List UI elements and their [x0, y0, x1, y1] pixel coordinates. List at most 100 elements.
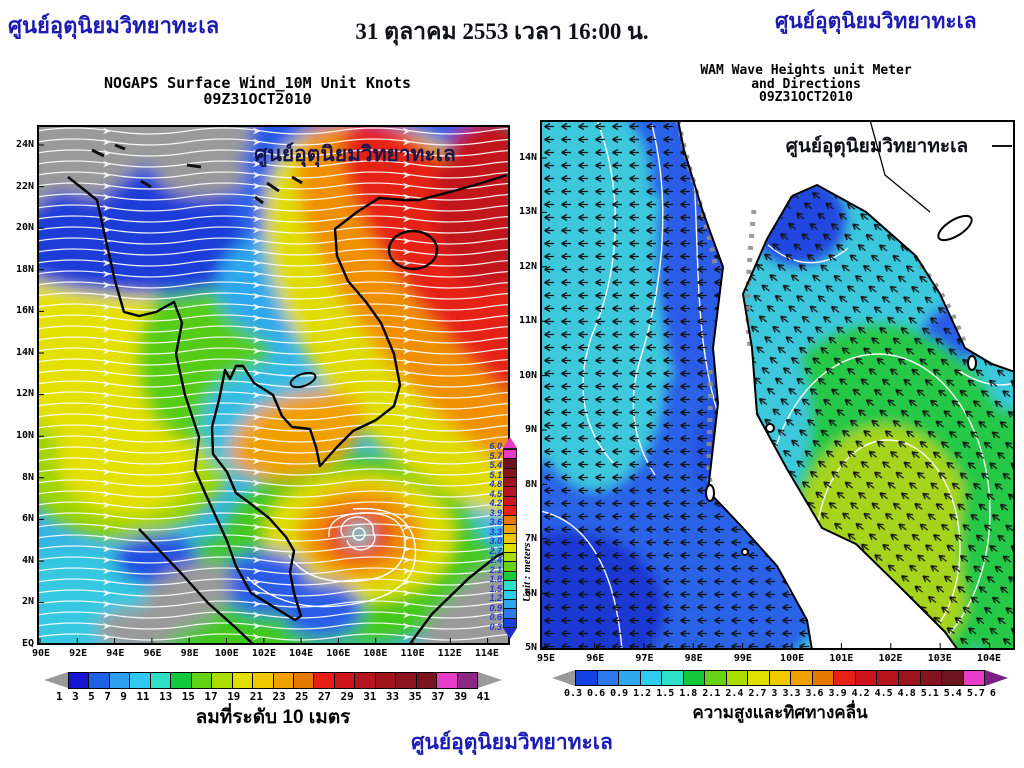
colorbar-segment — [791, 671, 813, 685]
wind-colorbar-labels: 1 3 5 7 9 11 13 15 17 19 21 23 25 27 29 31 33 35 37 39 41 — [56, 690, 490, 703]
tick-label: 0.6 — [587, 688, 606, 699]
wind-map-panel: ศูนย์อุตุนิยมวิทยาทะเล — [37, 125, 510, 645]
colorbar-segment — [130, 673, 151, 688]
colorbar-segment — [437, 673, 458, 688]
tick-label: 0.3 — [564, 688, 583, 699]
wave-colorbar-labels: 0.3 0.6 0.9 1.2 1.5 1.8 2.1 2.4 2.7 3 3.3 3.6 3.9 4.2… — [564, 688, 996, 699]
wave-colorbar-right-arrow-icon — [985, 670, 1008, 686]
tick-label: 2.7 — [748, 688, 767, 699]
wind-map-run-label: 09Z31OCT2010 — [203, 89, 312, 108]
tick-label: 15 — [181, 690, 195, 703]
colorbar-segment — [293, 673, 315, 688]
colorbar-segment — [375, 673, 397, 688]
wind-map-watermark: ศูนย์อุตุนิยมวิทยาทะเล — [254, 142, 456, 168]
tick-label: 114E — [474, 648, 499, 659]
colorbar-segment — [920, 671, 943, 685]
tick-label: 41 — [476, 690, 490, 703]
tick-label: 5N — [524, 641, 537, 653]
colorbar-segment — [504, 533, 516, 543]
tick-label: 2N — [21, 596, 34, 608]
tick-label: 5.1 — [489, 469, 502, 480]
tick-label: 2.7 — [489, 545, 502, 556]
wind-map-title-block: NOGAPS Surface Wind_10M Unit Knots 09Z31… — [60, 75, 455, 108]
tick-label: 101E — [829, 653, 854, 664]
wave-map-canvas: ศูนย์อุตุนิยมวิทยาทะเล — [540, 120, 1015, 650]
colorbar-segment — [834, 671, 856, 685]
map-frame — [540, 120, 1015, 650]
tick-label: 10N — [15, 430, 34, 442]
tick-label: 10N — [518, 369, 537, 381]
colorbar-segment — [504, 505, 516, 515]
colorbar-segment — [212, 673, 233, 688]
tick-label: 21 — [249, 690, 263, 703]
tick-label: 2.1 — [489, 564, 502, 575]
coastal-shallow-cells — [675, 120, 968, 493]
tick-label: 13N — [518, 206, 537, 218]
colorbar-segment — [504, 523, 516, 534]
colorbar-segment — [334, 673, 356, 688]
header-datetime: 31 ตุลาคม 2553 เวลา 16:00 น. — [355, 19, 649, 44]
colorbar-segment — [89, 673, 110, 688]
colorbar-segment — [942, 671, 964, 685]
tick-label: 37 — [431, 690, 445, 703]
wave-side-scale-top-arrow-icon — [503, 437, 517, 448]
colorbar-segment — [504, 552, 516, 562]
tick-label: 103E — [927, 653, 952, 664]
wave-map-lat-axis: 14N 13N 12N 11N 10N 9N 8N 7N 6N 5N — [512, 152, 537, 653]
tick-label: 12N — [518, 260, 537, 272]
colorbar-segment — [504, 542, 516, 552]
tick-label: 14N — [15, 346, 34, 358]
colorbar-segment — [705, 671, 727, 685]
colorbar-segment — [640, 671, 663, 685]
colorbar-segment — [898, 671, 921, 685]
colorbar-segment — [504, 561, 516, 571]
tick-label: 17 — [204, 690, 218, 703]
colorbar-segment — [504, 598, 516, 609]
colorbar-segment — [69, 673, 90, 688]
header-agency-right: ศูนย์อุตุนิยมวิทยาทะเล — [775, 10, 977, 33]
colorbar-segment — [877, 671, 899, 685]
tick-label: 6.0 — [489, 441, 502, 451]
colorbar-segment — [504, 608, 516, 618]
colorbar-segment — [273, 673, 294, 688]
tick-label: 7N — [524, 533, 537, 545]
colorbar-segment — [726, 671, 749, 685]
colorbar-segment — [504, 458, 516, 468]
tick-label: 0.6 — [489, 612, 502, 623]
tick-label: 4.8 — [897, 688, 916, 699]
tick-label: 3.6 — [489, 517, 502, 528]
wind-streamlines — [37, 125, 510, 645]
coastlines — [67, 173, 510, 645]
wave-side-scale-bottom-arrow-icon — [503, 628, 517, 639]
tick-label: 11N — [518, 315, 537, 327]
colorbar-segment — [504, 514, 516, 524]
colorbar-segment — [355, 673, 376, 688]
colorbar-segment — [191, 673, 213, 688]
tick-label: 25 — [295, 690, 309, 703]
tick-label: 1.5 — [656, 688, 675, 699]
tick-label: 23 — [272, 690, 286, 703]
tick-label: 104E — [976, 653, 1002, 664]
wave-map-run-label: 09Z31OCT2010 — [759, 90, 853, 106]
wave-map-lon-axis: 95E 96E 97E 98E 99E 100E 101E 102E 103E 104E — [528, 653, 1007, 664]
tick-label: 1.2 — [489, 593, 502, 604]
wave-side-scale-unit-label: Unit : meters — [521, 542, 533, 602]
tick-label: 3.3 — [782, 688, 801, 699]
colorbar-segment — [504, 570, 516, 581]
tick-label: 6N — [524, 587, 537, 599]
colorbar-segment — [504, 467, 516, 477]
tick-label: 92E — [69, 648, 88, 659]
colorbar-segment — [748, 671, 770, 685]
tick-label: 90E — [31, 648, 51, 659]
tick-label: 0.9 — [489, 602, 502, 613]
wave-colorbar — [575, 670, 985, 686]
tick-label: 6N — [21, 513, 34, 525]
tick-label: 9N — [524, 424, 537, 436]
wave-map-subtitle: and Directions — [751, 76, 861, 92]
wave-map-title-block: WAM Wave Heights unit Meter and Directio… — [630, 64, 982, 105]
tick-label: 97E — [635, 653, 654, 664]
tick-label: EQ — [21, 637, 34, 649]
wave-colorbar-left-arrow-icon — [552, 670, 575, 686]
tick-label: 3.0 — [489, 536, 502, 547]
